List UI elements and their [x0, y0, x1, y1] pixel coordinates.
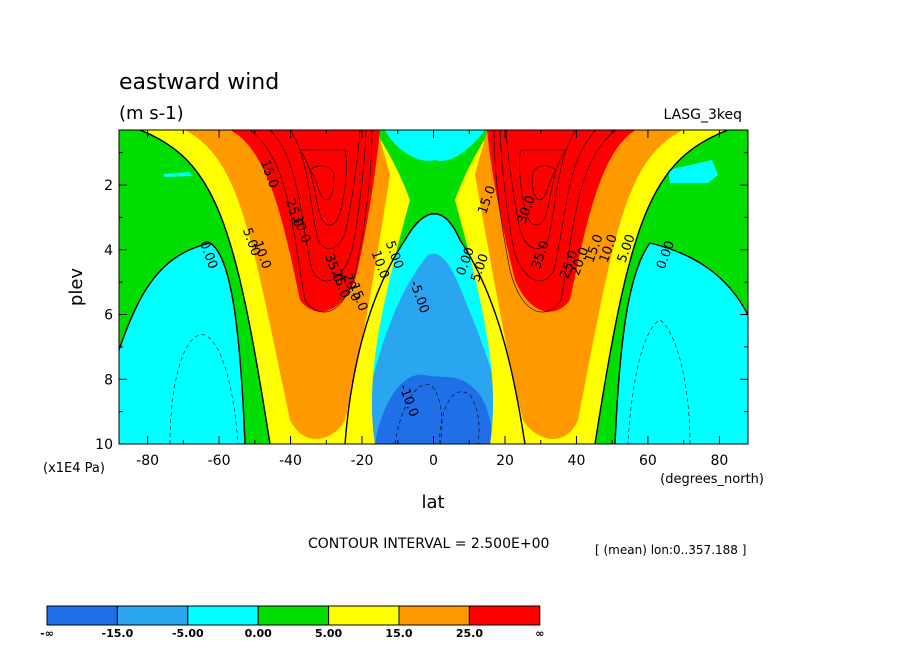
- x-tick-label: -60: [208, 453, 231, 469]
- contour-labels: 15.05.0010.00.0025.030.035.025.020.015.0…: [196, 158, 678, 419]
- x-tick-label: -40: [279, 453, 302, 469]
- contour-lines: [169, 130, 691, 444]
- y-axis-title: plev: [66, 268, 87, 307]
- y-axis: 2 4 6 8 10: [95, 152, 748, 453]
- x-tick-label: -20: [351, 453, 374, 469]
- x-tick-label: 20: [496, 453, 514, 469]
- colorbar-label: 25.0: [456, 627, 483, 640]
- colorbar-label: 0.00: [245, 627, 272, 640]
- y-axis-units: (x1E4 Pa): [43, 461, 105, 476]
- dataset-label: LASG_3keq: [664, 107, 742, 123]
- colorbar-swatch: [398, 605, 470, 626]
- x-tick-label: 40: [568, 453, 586, 469]
- colorbar-label: -15.0: [102, 627, 134, 640]
- band-25-plus-south: [230, 130, 380, 312]
- colorbar-label: 15.0: [385, 627, 412, 640]
- y-tick-label: 10: [95, 437, 113, 453]
- band-neg-patch-sw: [163, 172, 192, 177]
- band-neg-north: [615, 243, 748, 444]
- band-neg-top: [385, 130, 485, 161]
- colorbar-label: -∞: [40, 627, 54, 640]
- colorbar: -∞ -15.0 -5.00 0.00 5.00 15.0 25.0 ∞: [40, 605, 544, 640]
- y-tick-label: 4: [104, 243, 113, 259]
- band-neg-south: [119, 243, 245, 444]
- colorbar-swatch: [468, 605, 541, 626]
- colorbar-label: 5.00: [315, 627, 342, 640]
- x-tick-label: 0: [429, 453, 438, 469]
- x-axis-units: (degrees_north): [660, 472, 764, 487]
- x-axis-title: lat: [421, 492, 444, 513]
- colorbar-swatch: [257, 605, 330, 626]
- mean-note: [ (mean) lon:0..357.188 ]: [595, 543, 746, 557]
- band-25-plus-north: [487, 130, 636, 312]
- chart-units: (m s-1): [119, 103, 184, 124]
- band-below-neg15: [375, 374, 493, 444]
- y-tick-label: 8: [104, 372, 113, 388]
- y-tick-label: 2: [104, 178, 113, 194]
- contour-lines-bold: [119, 130, 748, 444]
- y-tick-label: 6: [104, 308, 113, 324]
- colorbar-label: -5.00: [172, 627, 204, 640]
- contour-field: [119, 130, 748, 444]
- colorbar-swatch: [46, 605, 118, 626]
- contour-interval-note: CONTOUR INTERVAL = 2.500E+00: [308, 536, 549, 552]
- x-axis: -80 -60 -40 -20 0 20 40 60 80: [136, 130, 728, 469]
- colorbar-swatch: [187, 605, 259, 626]
- x-tick-label: 60: [639, 453, 657, 469]
- x-tick-label: -80: [136, 453, 159, 469]
- colorbar-label: ∞: [535, 627, 544, 640]
- colorbar-swatch: [328, 605, 400, 626]
- chart-title: eastward wind: [119, 70, 279, 95]
- colorbar-swatch: [116, 605, 189, 626]
- x-tick-label: 80: [710, 453, 728, 469]
- band-neg-patch-ne: [668, 160, 718, 183]
